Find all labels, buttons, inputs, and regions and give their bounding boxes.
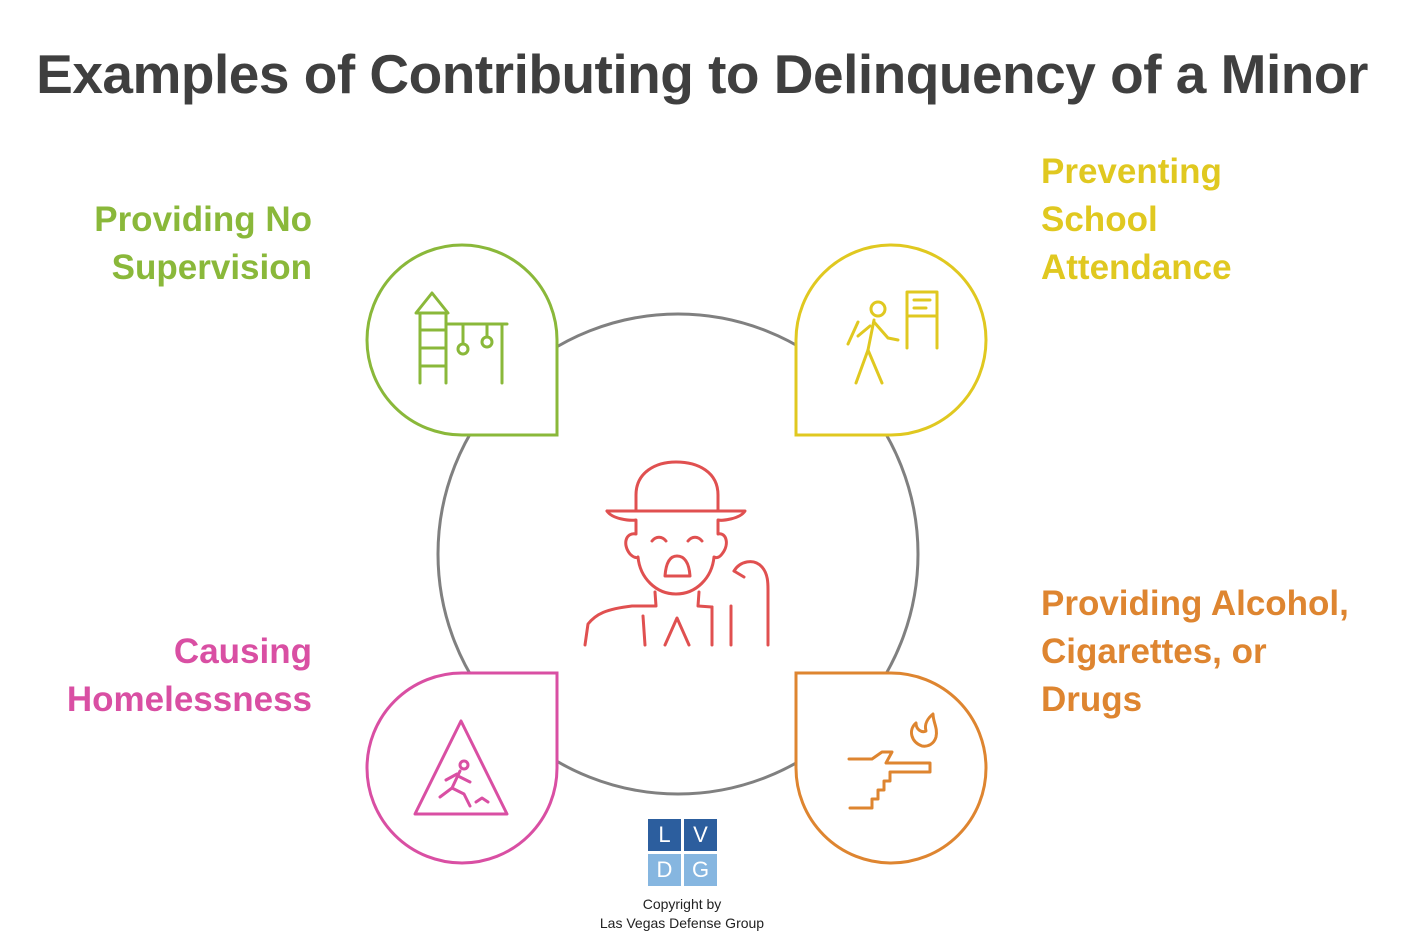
walking-to-school-icon — [846, 290, 939, 385]
page-title: Examples of Contributing to Delinquency … — [36, 43, 1368, 105]
label-supervision: Providing No Supervision — [94, 196, 312, 292]
playground-icon — [414, 291, 509, 385]
logo-letter-l: L — [648, 819, 681, 851]
copyright: Copyright by Las Vegas Defense Group — [560, 895, 804, 933]
logo-letter-v: V — [684, 819, 717, 851]
label-homelessness: Causing Homelessness — [67, 628, 312, 724]
label-line: Homelessness — [66, 680, 312, 719]
label-line: Providing Alcohol, — [1041, 584, 1349, 623]
center-ring — [436, 312, 920, 796]
hand-lighter-icon — [847, 712, 938, 810]
label-line: Supervision — [111, 248, 312, 287]
logo-letter-d: D — [648, 854, 681, 886]
label-line: School — [1041, 200, 1158, 239]
substances-shape — [794, 671, 988, 865]
warning-sign-icon — [413, 719, 509, 816]
label-line: Drugs — [1041, 680, 1143, 719]
old-man-icon — [583, 460, 770, 647]
label-line: Cigarettes, or — [1041, 632, 1267, 671]
copyright-line: Copyright by — [642, 896, 722, 912]
label-line: Attendance — [1041, 248, 1232, 287]
logo-letter-g: G — [684, 854, 717, 886]
label-line: Causing — [173, 632, 312, 671]
label-school: Preventing School Attendance — [1041, 148, 1232, 292]
copyright-line: Las Vegas Defense Group — [599, 915, 765, 931]
lvdg-logo: L V D G — [648, 819, 718, 887]
label-line: Providing No — [94, 200, 312, 239]
label-substances: Providing Alcohol, Cigarettes, or Drugs — [1041, 580, 1349, 724]
label-line: Preventing — [1041, 152, 1222, 191]
